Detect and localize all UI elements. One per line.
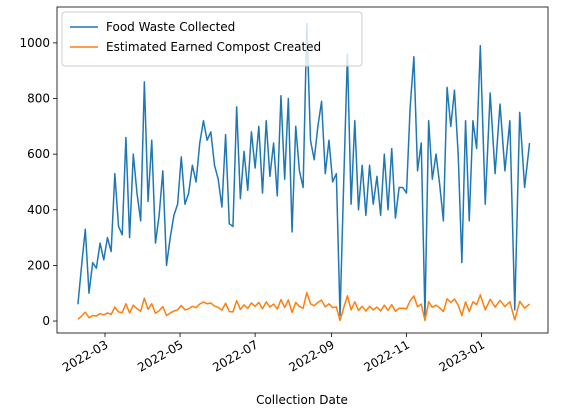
y-tick-label: 600: [27, 147, 50, 161]
plot-frame: [56, 6, 549, 334]
legend-box: [61, 11, 363, 67]
y-tick-label: 400: [27, 203, 50, 217]
y-tick-label: 0: [42, 314, 50, 328]
y-tick-label: 1000: [19, 36, 50, 50]
series-line: [77, 22, 531, 317]
y-tick-label: 800: [27, 92, 50, 106]
legend-label: Estimated Earned Compost Created: [106, 40, 321, 54]
legend-label: Food Waste Collected: [106, 20, 235, 34]
series-line: [77, 291, 531, 322]
legend: Food Waste Collected Estimated Earned Com…: [61, 11, 363, 67]
y-tick-label: 200: [27, 258, 50, 272]
x-axis-label: Collection Date: [256, 393, 348, 407]
